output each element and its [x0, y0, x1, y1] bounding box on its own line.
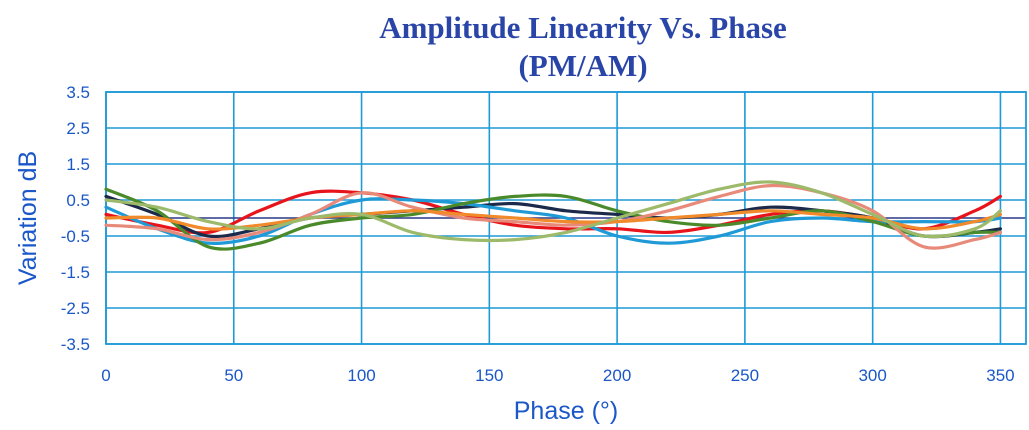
series-line-5: [104, 183, 1002, 250]
y-tick-label: 0.5: [66, 191, 90, 210]
y-tick-label: 2.5: [66, 119, 90, 138]
chart-subtitle: (PM/AM): [518, 48, 647, 83]
series-line-4: [104, 187, 1002, 251]
x-axis-label: Phase (°): [514, 397, 618, 425]
y-tick-label: -3.5: [61, 335, 90, 354]
y-axis-label: Variation dB: [14, 151, 42, 285]
x-tick-label: 250: [731, 366, 759, 385]
y-tick-label: -0.5: [61, 227, 90, 246]
x-tick-label: 200: [603, 366, 631, 385]
y-tick-label: 3.5: [66, 83, 90, 102]
x-tick-label: 350: [986, 366, 1014, 385]
x-axis-ticks: 0 50 100 150 200 250 300 350: [101, 366, 1014, 385]
x-tick-label: 300: [858, 366, 886, 385]
y-axis-ticks: 3.5 2.5 1.5 0.5 -0.5 -1.5 -2.5 -3.5: [61, 83, 90, 354]
y-tick-label: 1.5: [66, 155, 90, 174]
y-tick-label: -1.5: [61, 263, 90, 282]
y-tick-label: -2.5: [61, 299, 90, 318]
chart-title: Amplitude Linearity Vs. Phase: [379, 10, 787, 45]
series-line-6: [104, 209, 1002, 231]
x-tick-label: 100: [347, 366, 375, 385]
x-tick-label: 150: [475, 366, 503, 385]
series-line-7: [104, 180, 1002, 243]
series-layer: [104, 180, 1002, 251]
x-tick-label: 50: [224, 366, 243, 385]
x-tick-label: 0: [101, 366, 110, 385]
